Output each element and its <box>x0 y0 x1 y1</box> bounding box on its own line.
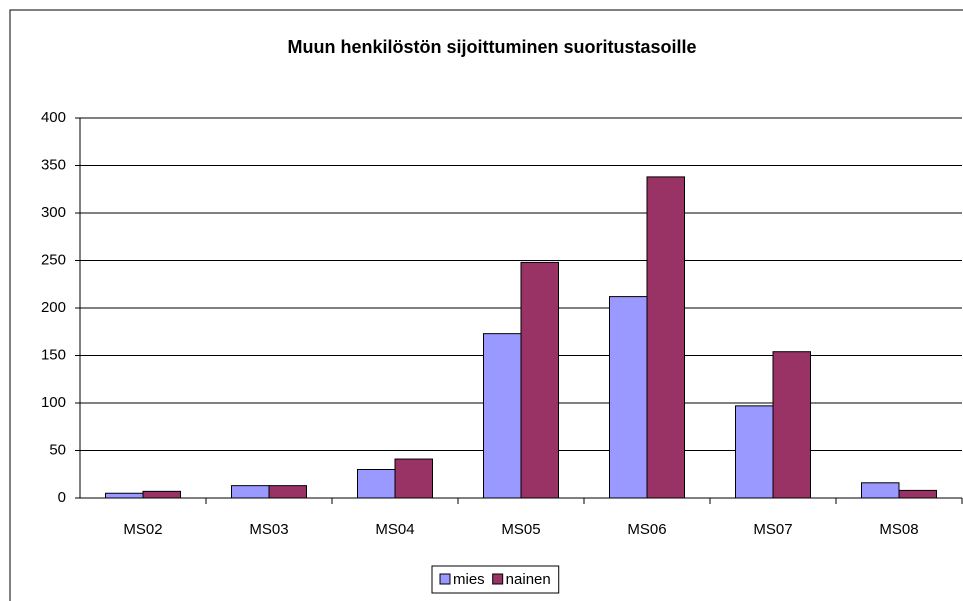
bar <box>898 489 937 499</box>
x-tick-label: MS07 <box>753 521 792 538</box>
bar <box>142 490 181 499</box>
legend-label: mies <box>453 571 485 588</box>
bar <box>394 458 433 499</box>
bar <box>861 482 900 499</box>
x-tick-label: MS05 <box>501 521 540 538</box>
chart-title: Muun henkilöstön sijoittuminen suoritust… <box>287 37 696 57</box>
bar <box>268 485 307 499</box>
y-tick-label: 250 <box>41 251 66 268</box>
legend-swatch <box>492 573 504 585</box>
y-tick-label: 350 <box>41 156 66 173</box>
x-tick-label: MS04 <box>375 521 414 538</box>
bar <box>520 261 559 499</box>
legend-label: nainen <box>506 571 551 588</box>
x-tick-label: MS06 <box>627 521 666 538</box>
legend-swatch <box>439 573 451 585</box>
bar <box>483 333 522 499</box>
bar <box>609 296 648 499</box>
bar <box>735 405 774 499</box>
bar <box>231 485 270 499</box>
y-tick-label: 300 <box>41 204 66 221</box>
y-tick-label: 100 <box>41 394 66 411</box>
y-tick-label: 50 <box>49 441 66 458</box>
y-tick-label: 400 <box>41 109 66 126</box>
y-tick-label: 0 <box>58 489 66 506</box>
x-tick-label: MS02 <box>123 521 162 538</box>
y-tick-label: 200 <box>41 299 66 316</box>
x-tick-label: MS03 <box>249 521 288 538</box>
bar <box>357 469 396 499</box>
bar <box>772 351 811 499</box>
y-tick-label: 150 <box>41 346 66 363</box>
x-tick-label: MS08 <box>879 521 918 538</box>
bar <box>646 176 685 499</box>
chart-frame <box>9 9 963 601</box>
bar <box>105 492 144 499</box>
